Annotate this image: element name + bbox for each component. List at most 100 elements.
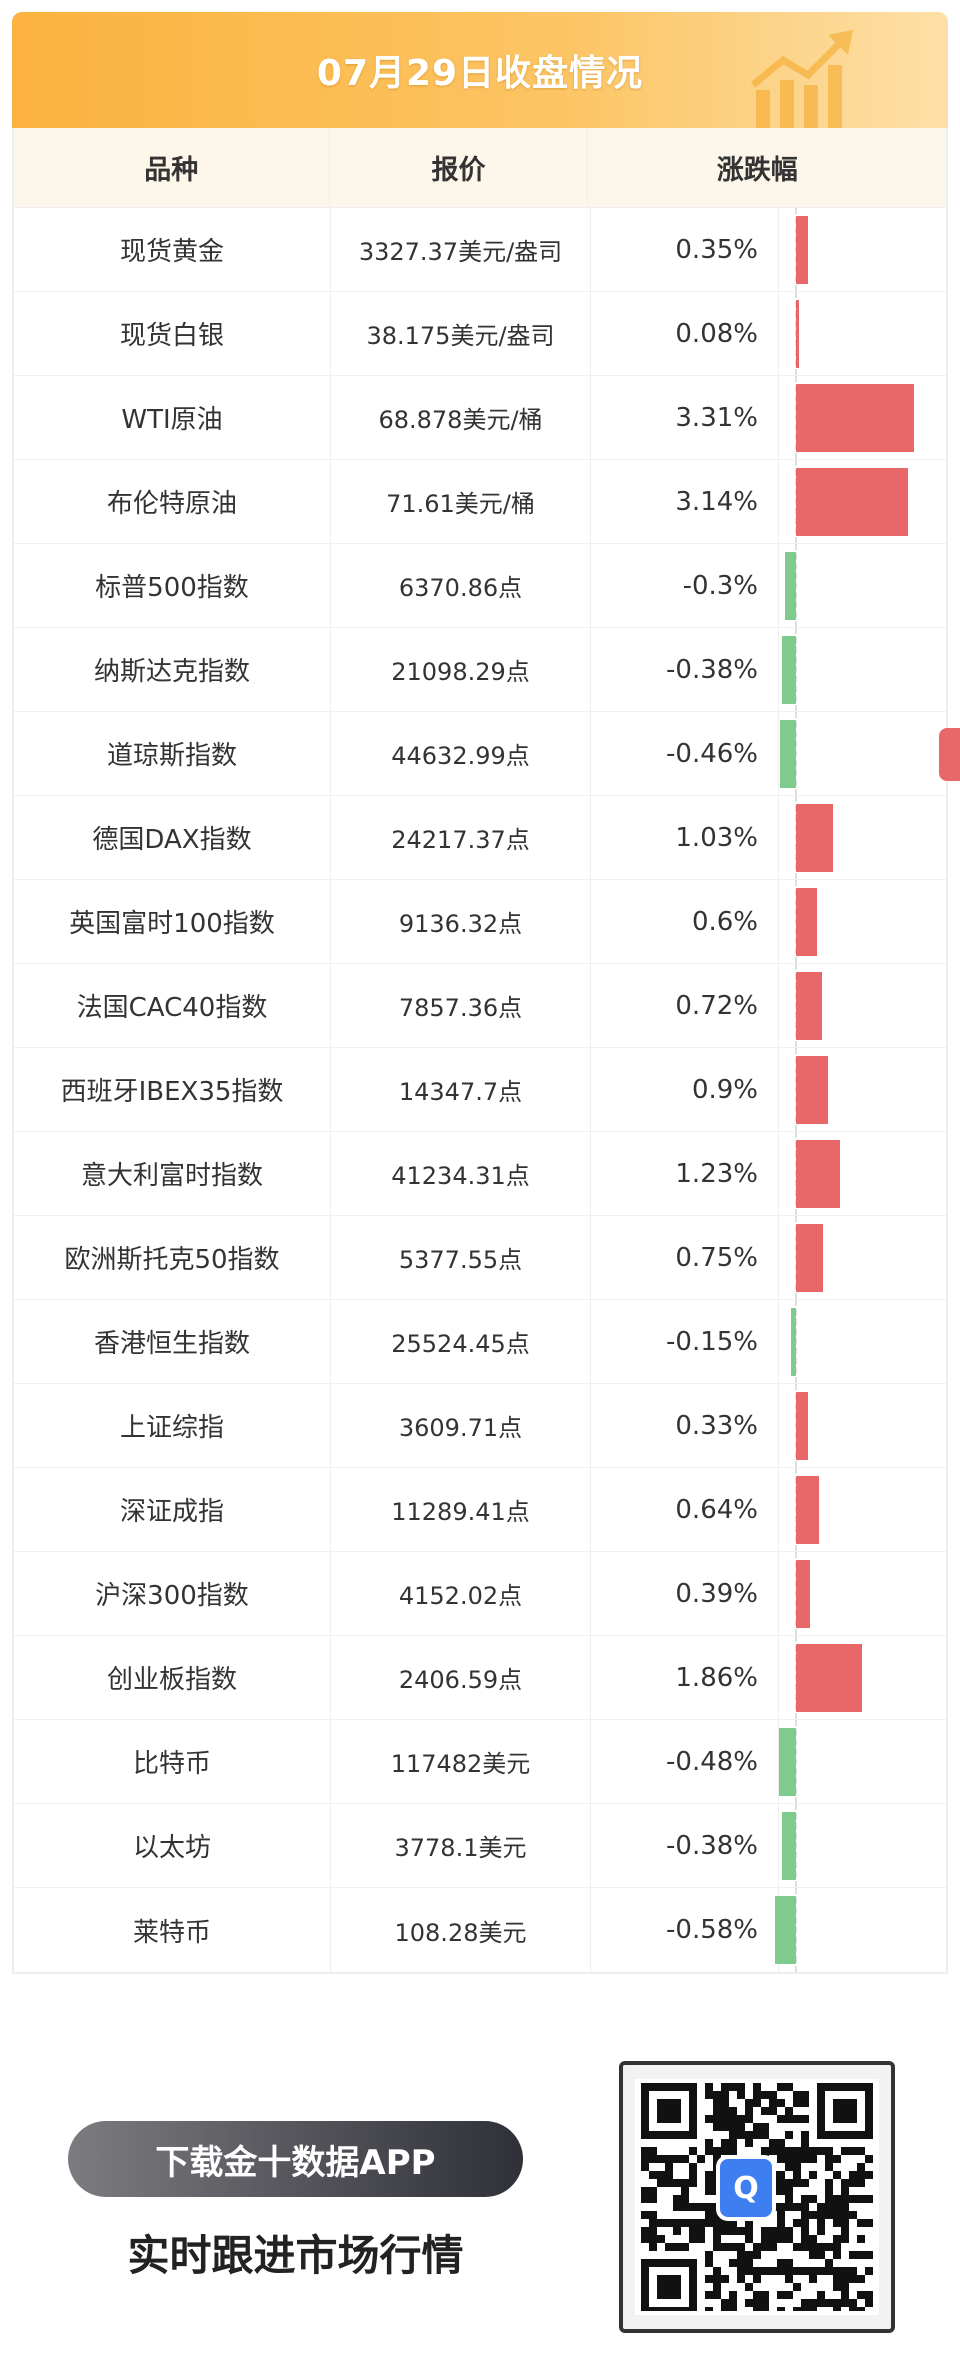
change-percent: -0.15%	[591, 1300, 779, 1383]
price: 2406.59点	[331, 1636, 591, 1719]
change-percent: 0.39%	[591, 1552, 779, 1635]
table-row: 上证综指 3609.71点 0.33%	[14, 1384, 946, 1468]
price: 6370.86点	[331, 544, 591, 627]
change-percent: 0.64%	[591, 1468, 779, 1551]
change-bar-cell	[779, 1384, 946, 1467]
instrument-name: 纳斯达克指数	[14, 628, 331, 711]
col-header-price: 报价	[330, 128, 589, 207]
table-row: 英国富时100指数 9136.32点 0.6%	[14, 880, 946, 964]
zero-line	[795, 1804, 797, 1887]
zero-line	[795, 1888, 797, 1972]
change-bar-cell	[779, 1552, 946, 1635]
zero-line	[795, 1300, 797, 1383]
instrument-name: 创业板指数	[14, 1636, 331, 1719]
change-percent: 0.33%	[591, 1384, 779, 1467]
header-banner: 07月29日收盘情况	[12, 12, 948, 128]
change-bar-up	[796, 1560, 810, 1628]
table-row: 香港恒生指数 25524.45点 -0.15%	[14, 1300, 946, 1384]
change-bar-up	[796, 888, 818, 956]
qr-pattern	[641, 2083, 873, 2311]
change-bar-down	[785, 552, 796, 620]
col-header-name: 品种	[14, 128, 330, 207]
instrument-name: 沪深300指数	[14, 1552, 331, 1635]
change-bar-cell	[779, 544, 946, 627]
change-percent: 0.08%	[591, 292, 779, 375]
change-percent: -0.58%	[591, 1888, 779, 1972]
table-row: WTI原油 68.878美元/桶 3.31%	[14, 376, 946, 460]
price: 24217.37点	[331, 796, 591, 879]
change-bar-cell	[779, 1300, 946, 1383]
table-row: 法国CAC40指数 7857.36点 0.72%	[14, 964, 946, 1048]
table-row: 标普500指数 6370.86点 -0.3%	[14, 544, 946, 628]
trend-chart-icon	[750, 30, 853, 128]
app-logo-icon: Q	[716, 2155, 776, 2221]
change-bar-cell	[779, 292, 946, 375]
instrument-name: 布伦特原油	[14, 460, 331, 543]
change-bar-cell	[778, 1720, 946, 1803]
zero-line	[795, 712, 797, 795]
price: 21098.29点	[331, 628, 591, 711]
instrument-name: 以太坊	[14, 1804, 331, 1887]
table-row: 西班牙IBEX35指数 14347.7点 0.9%	[14, 1048, 946, 1132]
table-row: 创业板指数 2406.59点 1.86%	[14, 1636, 946, 1720]
side-tab[interactable]	[939, 728, 960, 781]
price: 71.61美元/桶	[331, 460, 591, 543]
price: 68.878美元/桶	[331, 376, 591, 459]
change-bar-cell	[779, 796, 946, 879]
change-bar-cell	[779, 376, 946, 459]
instrument-name: 法国CAC40指数	[14, 964, 331, 1047]
change-bar-cell	[779, 208, 946, 291]
change-bar-up	[796, 804, 833, 872]
instrument-name: 现货黄金	[14, 208, 331, 291]
change-percent: -0.48%	[591, 1720, 779, 1803]
change-percent: 0.6%	[591, 880, 779, 963]
table-row: 深证成指 11289.41点 0.64%	[14, 1468, 946, 1552]
change-bar-up	[796, 972, 822, 1040]
table-row: 欧洲斯托克50指数 5377.55点 0.75%	[14, 1216, 946, 1300]
change-percent: -0.46%	[591, 712, 779, 795]
price: 4152.02点	[331, 1552, 591, 1635]
price: 3778.1美元	[331, 1804, 591, 1887]
change-bar-up	[796, 1140, 840, 1208]
change-bar-cell	[779, 1132, 946, 1215]
table-row: 莱特币 108.28美元 -0.58%	[14, 1888, 946, 1972]
table-row: 沪深300指数 4152.02点 0.39%	[14, 1552, 946, 1636]
change-percent: 0.35%	[591, 208, 779, 291]
table-header: 品种 报价 涨跌幅	[14, 128, 946, 208]
change-bar-cell	[779, 880, 946, 963]
instrument-name: 意大利富时指数	[14, 1132, 331, 1215]
change-percent: 1.03%	[591, 796, 779, 879]
instrument-name: 香港恒生指数	[14, 1300, 331, 1383]
change-bar-up	[796, 1392, 808, 1460]
instrument-name: WTI原油	[14, 376, 331, 459]
change-bar-cell	[779, 712, 946, 795]
price: 38.175美元/盎司	[331, 292, 591, 375]
table-row: 意大利富时指数 41234.31点 1.23%	[14, 1132, 946, 1216]
price: 7857.36点	[331, 964, 591, 1047]
change-percent: -0.38%	[591, 628, 779, 711]
table-row: 比特币 117482美元 -0.48%	[14, 1720, 946, 1804]
market-table: 品种 报价 涨跌幅 现货黄金 3327.37美元/盎司 0.35% 现货白银 3…	[12, 128, 948, 1974]
download-app-button[interactable]: 下载金十数据APP	[68, 2121, 523, 2197]
change-bar-up	[796, 300, 799, 368]
price: 3327.37美元/盎司	[331, 208, 591, 291]
price: 41234.31点	[331, 1132, 591, 1215]
change-bar-up	[796, 216, 809, 284]
change-percent: 0.75%	[591, 1216, 779, 1299]
instrument-name: 道琼斯指数	[14, 712, 331, 795]
change-percent: -0.3%	[591, 544, 779, 627]
change-bar-up	[796, 384, 914, 452]
change-percent: 0.9%	[591, 1048, 779, 1131]
instrument-name: 标普500指数	[14, 544, 331, 627]
change-percent: 3.31%	[591, 376, 779, 459]
table-row: 现货黄金 3327.37美元/盎司 0.35%	[14, 208, 946, 292]
table-row: 德国DAX指数 24217.37点 1.03%	[14, 796, 946, 880]
instrument-name: 比特币	[14, 1720, 331, 1803]
instrument-name: 上证综指	[14, 1384, 331, 1467]
change-percent: -0.38%	[591, 1804, 779, 1887]
change-bar-down	[779, 720, 796, 788]
change-bar-cell	[779, 1468, 946, 1551]
instrument-name: 德国DAX指数	[14, 796, 331, 879]
price: 44632.99点	[331, 712, 591, 795]
instrument-name: 西班牙IBEX35指数	[14, 1048, 331, 1131]
